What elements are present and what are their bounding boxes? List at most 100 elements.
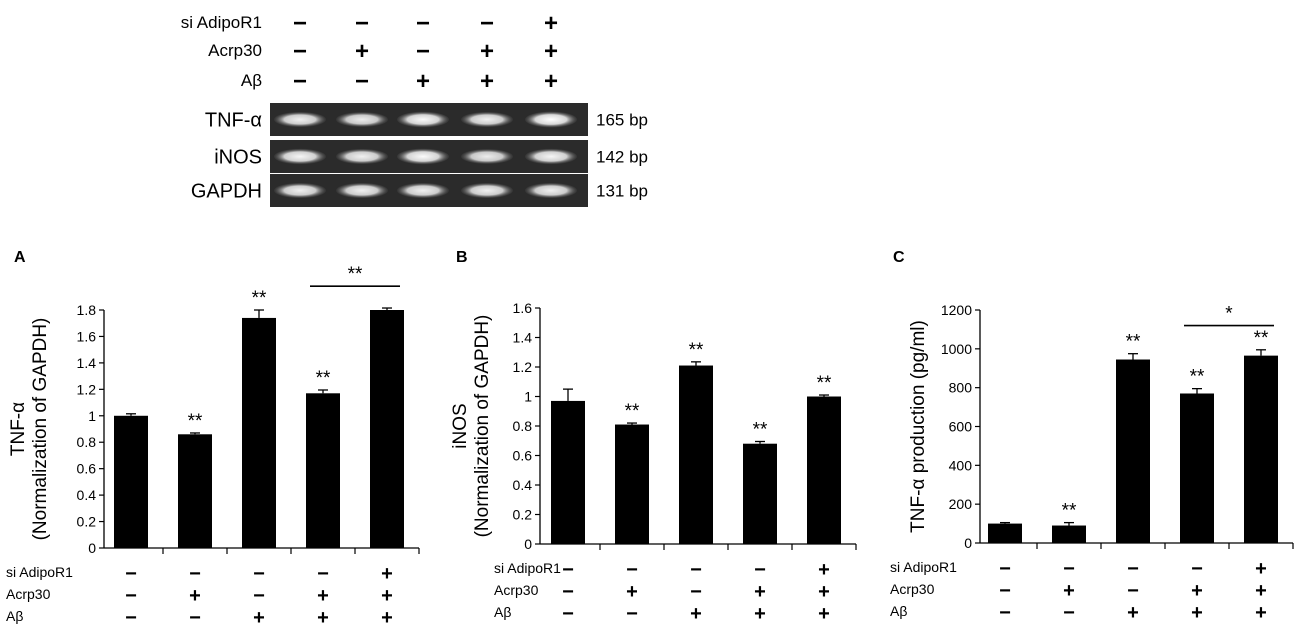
y-tick-label: 1.6 bbox=[513, 300, 533, 316]
condition-sign: − bbox=[253, 585, 265, 607]
condition-label: Aβ bbox=[6, 608, 23, 624]
condition-label: si AdipoR1 bbox=[890, 559, 957, 575]
panel-letter: B bbox=[456, 249, 468, 266]
panel-letter: A bbox=[14, 249, 26, 266]
y-tick-label: 1200 bbox=[941, 302, 972, 318]
condition-sign: + bbox=[253, 607, 265, 629]
condition-sign: − bbox=[317, 563, 329, 585]
panel-letter: C bbox=[893, 249, 905, 266]
gel-condition-sign: + bbox=[544, 38, 558, 65]
condition-sign: − bbox=[1127, 558, 1139, 580]
condition-sign: − bbox=[999, 580, 1011, 602]
significance-label: ** bbox=[188, 411, 203, 432]
gel-row-size: 131 bp bbox=[596, 182, 648, 201]
condition-sign: + bbox=[818, 603, 830, 625]
bar bbox=[306, 393, 340, 548]
bar bbox=[743, 443, 777, 544]
condition-sign: + bbox=[381, 607, 393, 629]
y-tick-label: 1 bbox=[524, 389, 532, 405]
y-tick-label: 400 bbox=[949, 457, 973, 473]
condition-sign: + bbox=[818, 559, 830, 581]
gel-band bbox=[397, 111, 449, 128]
condition-label: Acrp30 bbox=[6, 586, 51, 602]
condition-sign: − bbox=[999, 602, 1011, 624]
bar bbox=[178, 434, 212, 548]
bar bbox=[551, 400, 585, 544]
gel-condition-sign: − bbox=[355, 10, 369, 37]
bar bbox=[370, 310, 404, 548]
y-axis-label-line: iNOS bbox=[450, 403, 471, 448]
y-tick-label: 0.4 bbox=[513, 477, 533, 493]
gel-row-label: iNOS bbox=[214, 147, 262, 169]
significance-label: ** bbox=[1126, 332, 1141, 353]
bar bbox=[615, 424, 649, 544]
condition-sign: − bbox=[754, 559, 766, 581]
significance-label: ** bbox=[1190, 367, 1205, 388]
y-tick-label: 0 bbox=[964, 535, 972, 551]
significance-label: ** bbox=[817, 373, 832, 394]
gel-row-label: GAPDH bbox=[191, 181, 262, 203]
bar bbox=[988, 523, 1022, 543]
condition-sign: + bbox=[1127, 602, 1139, 624]
condition-sign: − bbox=[1063, 558, 1075, 580]
y-tick-label: 1.6 bbox=[77, 328, 97, 344]
gel-condition-sign: − bbox=[355, 68, 369, 95]
y-tick-label: 0 bbox=[88, 540, 96, 556]
condition-label: si AdipoR1 bbox=[6, 564, 73, 580]
bar bbox=[807, 396, 841, 544]
y-axis-label: TNF-α(Normalization of GAPDH) bbox=[8, 318, 51, 541]
condition-sign: + bbox=[1191, 602, 1203, 624]
gel-band bbox=[336, 112, 388, 127]
gel-condition-sign: + bbox=[544, 10, 558, 37]
gel-condition-label: Aβ bbox=[241, 71, 262, 90]
gel-condition-label: si AdipoR1 bbox=[181, 13, 262, 32]
y-tick-label: 0.8 bbox=[77, 434, 97, 450]
gel-band bbox=[461, 149, 513, 164]
gel-band bbox=[274, 182, 326, 199]
gel-band bbox=[397, 148, 449, 165]
gel-band bbox=[274, 148, 326, 165]
gel-row-label: TNF-α bbox=[205, 110, 262, 132]
condition-sign: − bbox=[125, 563, 137, 585]
bar bbox=[114, 415, 148, 548]
gel-row-size: 165 bp bbox=[596, 111, 648, 130]
condition-sign: + bbox=[1063, 580, 1075, 602]
significance-label: ** bbox=[689, 340, 704, 361]
significance-label: ** bbox=[1062, 501, 1077, 522]
gel-condition-sign: − bbox=[480, 10, 494, 37]
condition-sign: + bbox=[1255, 602, 1267, 624]
bar bbox=[1180, 393, 1214, 543]
y-tick-label: 200 bbox=[949, 496, 973, 512]
gel-band bbox=[525, 182, 577, 199]
y-axis-label: TNF-α production (pg/ml) bbox=[908, 320, 929, 533]
y-tick-label: 1.2 bbox=[77, 381, 97, 397]
y-axis-label-line: (Normalization of GAPDH) bbox=[30, 318, 51, 541]
gel-band bbox=[525, 148, 577, 165]
significance-label: ** bbox=[252, 288, 267, 309]
gel-condition-sign: + bbox=[544, 68, 558, 95]
condition-sign: − bbox=[125, 585, 137, 607]
gel-condition-sign: + bbox=[480, 68, 494, 95]
condition-sign: + bbox=[1255, 558, 1267, 580]
condition-sign: + bbox=[1255, 580, 1267, 602]
gel-band bbox=[336, 148, 388, 165]
bar bbox=[1116, 359, 1150, 543]
gel-band bbox=[525, 111, 577, 128]
significance-label: ** bbox=[753, 419, 768, 440]
y-axis-label: iNOS(Normalization of GAPDH) bbox=[450, 315, 493, 538]
gel-condition-label: Acrp30 bbox=[208, 41, 262, 60]
gel-band bbox=[336, 182, 388, 199]
bracket-label: ** bbox=[348, 264, 363, 285]
gel-band bbox=[397, 182, 449, 199]
gel-condition-sign: − bbox=[293, 10, 307, 37]
y-axis-label-line: TNF-α production (pg/ml) bbox=[908, 320, 929, 533]
condition-label: si AdipoR1 bbox=[494, 560, 561, 576]
condition-sign: + bbox=[189, 585, 201, 607]
condition-sign: − bbox=[189, 563, 201, 585]
condition-sign: − bbox=[562, 603, 574, 625]
bar bbox=[1052, 525, 1086, 543]
condition-sign: + bbox=[381, 563, 393, 585]
condition-label: Aβ bbox=[494, 604, 511, 620]
condition-sign: − bbox=[125, 607, 137, 629]
